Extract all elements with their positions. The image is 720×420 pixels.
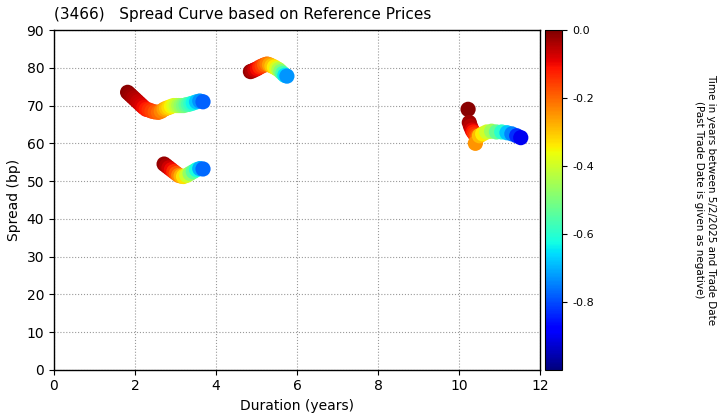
Point — [501, 129, 513, 136]
Point — [191, 98, 202, 105]
Point — [178, 102, 189, 109]
Point — [156, 108, 167, 115]
Point — [277, 70, 289, 77]
Point — [185, 100, 197, 107]
Point — [153, 109, 164, 116]
Point — [467, 129, 479, 135]
Point — [140, 106, 152, 113]
Point — [464, 119, 475, 126]
Y-axis label: Time in years between 5/2/2025 and Trade Date
(Past Trade Date is given as negat: Time in years between 5/2/2025 and Trade… — [694, 74, 716, 326]
Point — [472, 133, 484, 140]
Point — [126, 93, 138, 100]
Point — [506, 131, 518, 137]
Point — [130, 97, 142, 103]
Point — [197, 98, 209, 105]
Point — [132, 98, 143, 105]
Point — [158, 106, 170, 113]
Point — [469, 140, 481, 147]
Point — [273, 66, 284, 73]
Point — [486, 128, 498, 134]
Point — [264, 61, 275, 68]
Point — [261, 60, 273, 67]
Point — [470, 132, 482, 139]
Point — [180, 102, 192, 108]
Point — [150, 109, 161, 116]
Point — [194, 165, 205, 172]
Point — [122, 89, 133, 96]
Point — [173, 172, 184, 179]
Point — [163, 165, 175, 171]
Point — [161, 105, 172, 112]
Point — [462, 106, 474, 113]
Point — [171, 102, 182, 109]
Point — [266, 63, 278, 69]
Y-axis label: Spread (bp): Spread (bp) — [7, 159, 21, 241]
Point — [251, 65, 263, 72]
Point — [247, 68, 258, 74]
Point — [281, 73, 292, 79]
Point — [271, 65, 282, 72]
Point — [171, 170, 182, 177]
Point — [469, 131, 480, 137]
Point — [474, 132, 485, 139]
Point — [481, 129, 492, 135]
Point — [166, 103, 177, 110]
Point — [134, 100, 145, 107]
Point — [163, 104, 175, 111]
Point — [491, 129, 503, 135]
Point — [124, 91, 135, 97]
Point — [176, 173, 187, 179]
Point — [275, 68, 287, 75]
Point — [176, 102, 187, 109]
Text: (3466)   Spread Curve based on Reference Prices: (3466) Spread Curve based on Reference P… — [54, 7, 431, 22]
Point — [128, 94, 140, 101]
Point — [496, 129, 508, 135]
Point — [191, 166, 202, 173]
Point — [168, 102, 179, 109]
Point — [256, 63, 268, 69]
Point — [168, 168, 179, 175]
Point — [249, 66, 261, 73]
Point — [197, 165, 209, 172]
Point — [183, 101, 194, 108]
Point — [269, 64, 280, 71]
Point — [245, 68, 256, 75]
Point — [194, 98, 205, 105]
Point — [187, 100, 199, 106]
Point — [467, 127, 478, 134]
Point — [187, 168, 199, 175]
Point — [173, 102, 184, 109]
Point — [136, 102, 148, 109]
Point — [181, 172, 192, 179]
Point — [146, 108, 158, 115]
Point — [464, 123, 476, 130]
Point — [184, 170, 196, 177]
Point — [143, 107, 155, 113]
Point — [279, 72, 291, 79]
Point — [511, 132, 523, 139]
Point — [158, 161, 170, 168]
Point — [138, 104, 150, 111]
Point — [254, 64, 266, 71]
Point — [259, 61, 271, 68]
Point — [178, 173, 189, 180]
Point — [166, 166, 177, 173]
Point — [161, 163, 172, 169]
Point — [477, 131, 488, 137]
Point — [515, 134, 526, 141]
X-axis label: Duration (years): Duration (years) — [240, 399, 354, 413]
